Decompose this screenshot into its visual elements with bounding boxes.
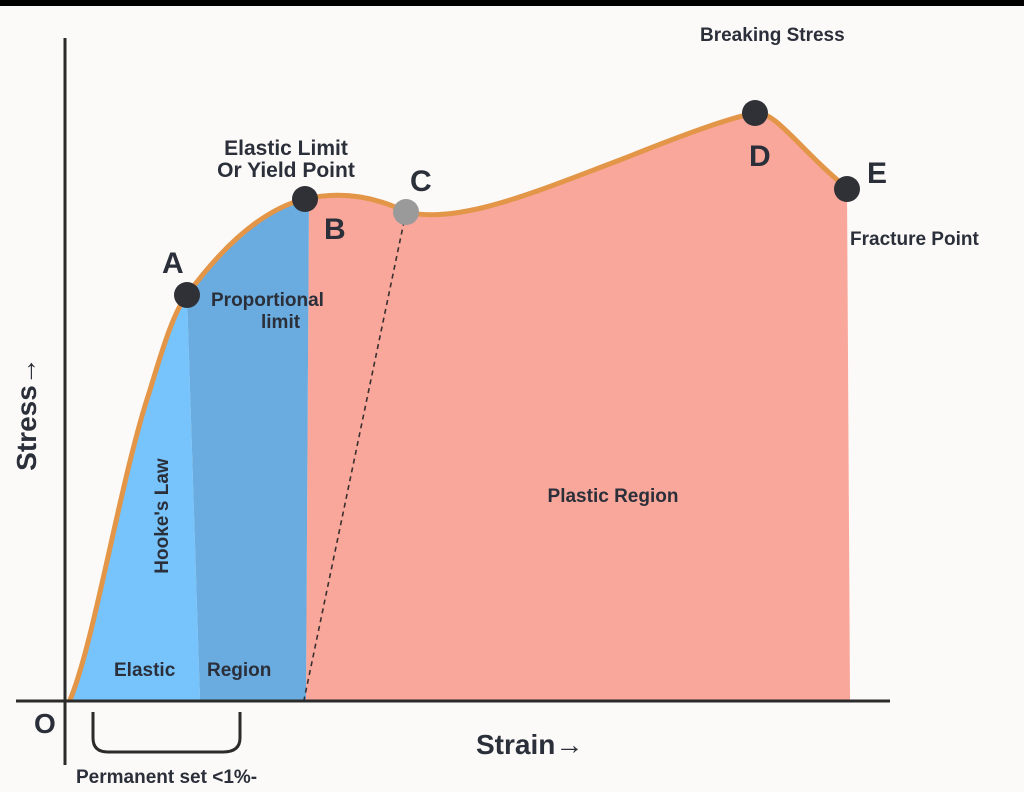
y-axis-label: Stress→ bbox=[11, 357, 42, 471]
origin-label: O bbox=[34, 708, 56, 739]
permanent-set-label: Permanent set <1%- bbox=[76, 767, 257, 788]
stress-strain-curve bbox=[67, 110, 850, 703]
region-label: Region bbox=[207, 660, 271, 681]
proportional-limit-label-line1: Proportional bbox=[211, 290, 324, 311]
unloading-dashed-line bbox=[303, 211, 407, 701]
hookes-law-label: Hooke's Law bbox=[152, 458, 173, 574]
point-c-label: C bbox=[410, 165, 432, 198]
x-axis-label: Strain→ bbox=[476, 729, 583, 760]
elastic-region-dark-fill bbox=[187, 196, 309, 700]
permanent-set-brace bbox=[91, 712, 242, 754]
elastic-limit-label-line1: Elastic Limit bbox=[224, 137, 348, 160]
point-a-marker bbox=[174, 282, 200, 308]
plastic-region-label: Plastic Region bbox=[548, 486, 679, 507]
elastic-region-light-fill bbox=[70, 295, 200, 700]
proportional-limit-label-line2: limit bbox=[261, 312, 301, 333]
fracture-point-label: Fracture Point bbox=[850, 229, 979, 250]
plastic-region-fill bbox=[306, 112, 850, 700]
breaking-stress-label: Breaking Stress bbox=[700, 25, 845, 46]
point-a-label: A bbox=[162, 247, 184, 280]
point-b-label: B bbox=[324, 213, 346, 246]
point-e-label: E bbox=[867, 157, 887, 190]
point-b-marker bbox=[292, 186, 318, 212]
top-border bbox=[0, 0, 1024, 6]
point-d-label: D bbox=[749, 140, 771, 173]
point-c-marker bbox=[393, 199, 419, 225]
elastic-label: Elastic bbox=[114, 660, 176, 681]
point-d-marker bbox=[742, 100, 768, 126]
elastic-limit-label-line2: Or Yield Point bbox=[217, 159, 355, 182]
point-e-marker bbox=[834, 176, 860, 202]
